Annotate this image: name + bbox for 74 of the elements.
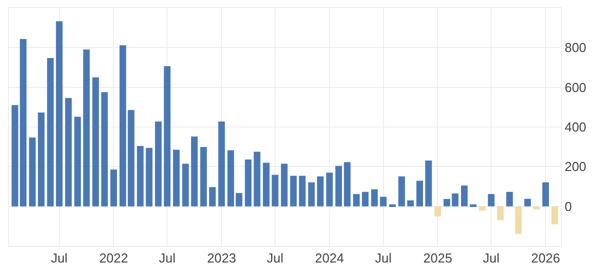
bar xyxy=(254,152,260,206)
bar xyxy=(74,116,81,206)
bar xyxy=(20,38,26,206)
bar xyxy=(425,160,432,206)
bar xyxy=(497,206,504,220)
bar xyxy=(326,172,333,206)
bar xyxy=(146,148,152,206)
bar xyxy=(479,206,486,211)
bar xyxy=(128,110,134,206)
bar xyxy=(38,112,45,206)
bar xyxy=(110,169,117,206)
y-tick-label: 800 xyxy=(564,40,586,56)
bar xyxy=(371,189,378,206)
bar xyxy=(551,206,558,224)
bar xyxy=(173,150,180,206)
bar xyxy=(155,121,162,206)
bar xyxy=(515,206,522,234)
bar xyxy=(317,176,324,206)
x-tick-label: Jul xyxy=(374,250,392,266)
bar xyxy=(218,121,225,206)
bar xyxy=(56,21,63,206)
bar xyxy=(200,147,207,206)
bar xyxy=(452,193,458,206)
x-tick-label: Jul xyxy=(266,250,284,266)
bar xyxy=(344,162,351,206)
bar xyxy=(209,187,216,206)
bar xyxy=(101,92,108,206)
bar xyxy=(416,180,423,206)
bar xyxy=(29,138,36,206)
bar xyxy=(389,204,396,207)
x-tick-label: Jul xyxy=(158,250,176,266)
bar xyxy=(380,196,387,206)
y-tick-label: 400 xyxy=(564,120,586,135)
x-tick-label: Jul xyxy=(482,250,500,266)
bar xyxy=(533,206,540,210)
x-tick-label: 2022 xyxy=(99,250,128,266)
bar xyxy=(542,182,549,206)
y-tick-label: 0 xyxy=(564,198,572,214)
bar xyxy=(65,98,72,206)
bar xyxy=(398,176,405,206)
bar xyxy=(280,164,288,206)
bar xyxy=(182,164,189,206)
bar xyxy=(444,199,450,206)
bar xyxy=(298,176,306,206)
x-tick-label: 2023 xyxy=(207,250,236,266)
bar xyxy=(470,204,476,207)
bar xyxy=(461,186,468,206)
bar xyxy=(136,146,144,206)
bar xyxy=(335,166,342,206)
bar xyxy=(353,194,360,206)
bar xyxy=(47,58,54,206)
bar xyxy=(407,200,414,206)
bar xyxy=(164,66,170,206)
x-tick-label: 2026 xyxy=(531,250,560,266)
x-tick-label: 2024 xyxy=(315,250,344,266)
bar xyxy=(506,192,513,206)
bar xyxy=(120,45,126,206)
bar xyxy=(434,206,442,216)
bar xyxy=(308,182,315,206)
bar xyxy=(92,77,99,206)
bar xyxy=(272,174,278,206)
x-tick-label: 2025 xyxy=(423,250,452,266)
bar xyxy=(191,136,198,206)
bar xyxy=(244,160,252,206)
bar xyxy=(524,198,531,206)
bar xyxy=(362,192,369,206)
y-tick-label: 200 xyxy=(564,159,586,174)
bar xyxy=(290,176,297,206)
bar xyxy=(12,105,18,206)
y-tick-label: 600 xyxy=(564,80,586,95)
bar xyxy=(262,162,270,206)
x-tick-label: Jul xyxy=(50,250,68,266)
bar xyxy=(488,194,495,206)
bar xyxy=(83,49,90,206)
